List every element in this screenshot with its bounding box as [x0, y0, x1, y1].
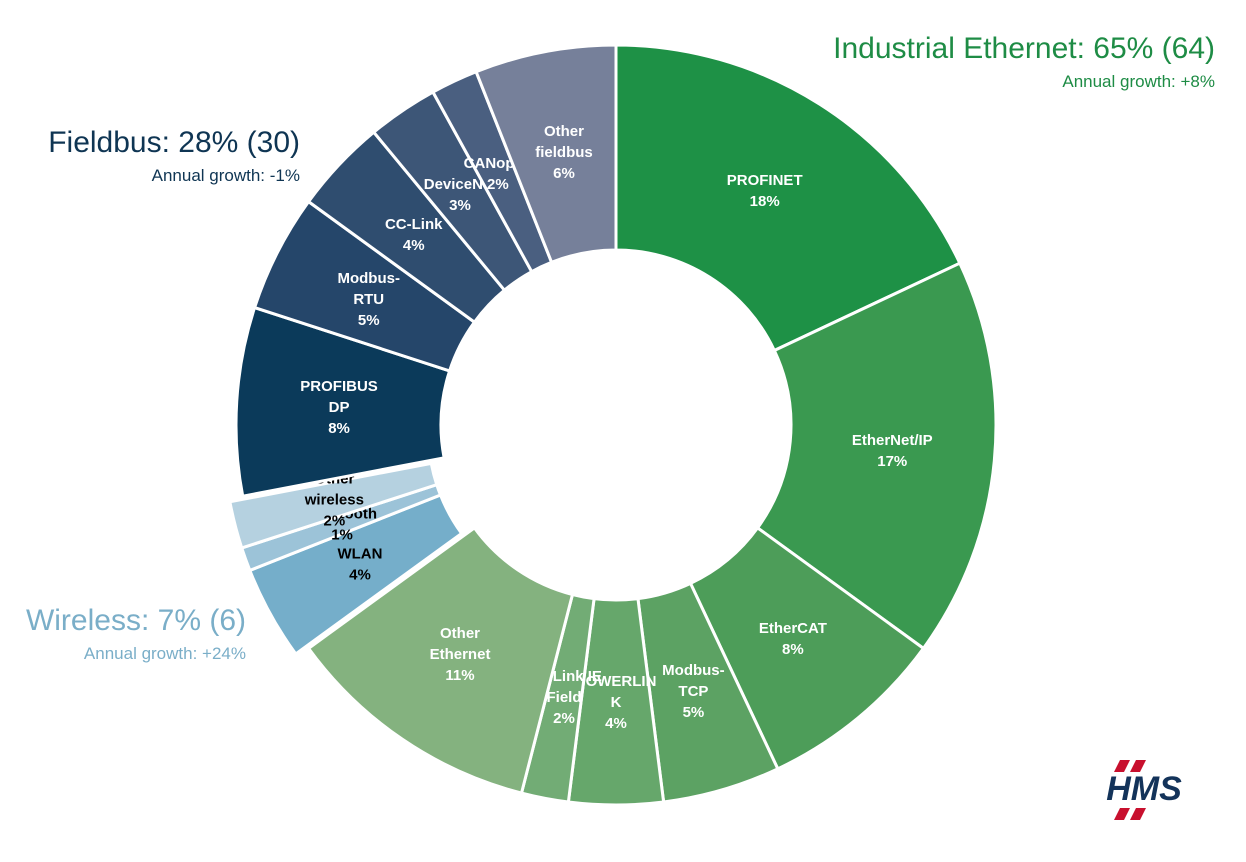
- segment-value: 3%: [449, 197, 471, 215]
- segment-label-box: PROFIBUS DP 8%: [279, 378, 399, 438]
- segment-value: 18%: [749, 192, 780, 210]
- segment-value: 5%: [682, 703, 705, 721]
- segment-value: 2%: [553, 710, 575, 728]
- segment-label: WLAN 4%: [300, 534, 420, 594]
- segment-name: WLAN: [337, 545, 383, 563]
- segment-name: EtherNet/IP: [851, 432, 933, 450]
- segment-name: Other fieldbus: [535, 122, 593, 161]
- segment-value: 6%: [553, 164, 575, 182]
- segment-value: 5%: [357, 311, 380, 329]
- segment-name: Other Ethernet: [429, 625, 491, 663]
- segment-label: POWERLINK 4%: [556, 673, 676, 733]
- segment-value: 17%: [877, 453, 908, 471]
- segment-name: POWERLINK: [575, 673, 657, 711]
- segment-label: EtherNet/IP 17%: [832, 421, 952, 481]
- segment-label-box: EtherCAT 8%: [733, 609, 853, 669]
- segment-value: 8%: [328, 420, 350, 438]
- segment-label-box: PROFINET 18%: [705, 161, 825, 221]
- logo-stripe: [1130, 760, 1146, 772]
- segment-group: PROFIBUS DP 8% Modbus-RTU 5% CC-Link 4% Device…: [234, 43, 624, 498]
- segment-value: 1%: [331, 526, 353, 544]
- segment-label-box: Other Ethernet 11%: [400, 625, 520, 685]
- logo-stripe: [1114, 760, 1130, 772]
- segment-name: CC-Link: [384, 216, 443, 234]
- group-subtitle: Annual growth: +8%: [1062, 72, 1215, 91]
- group-title: Fieldbus: 28% (30): [48, 126, 300, 159]
- segment-label-box: CC-Link 4%: [354, 205, 474, 265]
- segment-label-box: POWERLINK 4%: [556, 673, 676, 733]
- logo: HMS: [1106, 760, 1182, 820]
- segment-label: Modbus-RTU 5%: [309, 269, 429, 329]
- segment-name: Modbus-RTU: [337, 269, 400, 308]
- segment-label-box: Other fieldbus 6%: [504, 122, 624, 182]
- segment-value: 4%: [349, 566, 371, 584]
- group-subtitle: Annual growth: +24%: [84, 644, 246, 663]
- segment-name: PROFINET: [726, 171, 803, 189]
- donut-segment: [614, 43, 962, 353]
- segment-label: DeviceNet 3%: [400, 165, 520, 225]
- segment-name: DeviceNet: [423, 176, 497, 194]
- segment-name: PROFIBUS DP: [300, 378, 378, 417]
- segment-value: 4%: [402, 237, 425, 255]
- donut-segment: [755, 261, 998, 651]
- segment-label: EtherCAT 8%: [733, 609, 853, 669]
- segment-value: 8%: [782, 640, 804, 658]
- logo-stripe: [1130, 808, 1146, 820]
- segment-label: PROFINET 18%: [705, 161, 825, 221]
- segment-group: PROFINET 18% EtherNet/IP 17% EtherCAT 8% Modbu…: [306, 43, 998, 807]
- segment-value: 4%: [605, 715, 627, 732]
- segment-label-box: WLAN 4%: [300, 534, 420, 594]
- segment-value: 11%: [445, 667, 475, 684]
- group-title: Industrial Ethernet: 65% (64): [833, 32, 1215, 65]
- segment-label-box: EtherNet/IP 17%: [832, 421, 952, 481]
- segment-name: EtherCAT: [758, 619, 827, 637]
- segment-label: Other Ethernet 11%: [400, 625, 520, 685]
- segment-label-box: DeviceNet 3%: [400, 165, 520, 225]
- segment-label: PROFIBUS DP 8%: [279, 378, 399, 438]
- segment-label: CC-Link 4%: [354, 205, 474, 265]
- group-title: Wireless: 7% (6): [26, 604, 246, 637]
- logo-stripe: [1114, 808, 1130, 820]
- segment-name: Modbus-TCP: [662, 661, 725, 700]
- segment-label: Other fieldbus 6%: [504, 122, 624, 182]
- segment-label-box: Modbus-RTU 5%: [309, 269, 429, 329]
- segment-value: 2%: [323, 512, 346, 530]
- donut-segment: [306, 525, 575, 795]
- donut-segment: [228, 461, 439, 550]
- group-subtitle: Annual growth: -1%: [152, 166, 300, 185]
- donut-segment: [474, 43, 618, 265]
- logo-text: HMS: [1106, 770, 1182, 808]
- segment-label: Modbus-TCP 5%: [633, 661, 753, 721]
- segment-label-box: Modbus-TCP 5%: [633, 661, 753, 721]
- segment-value: 2%: [487, 175, 509, 193]
